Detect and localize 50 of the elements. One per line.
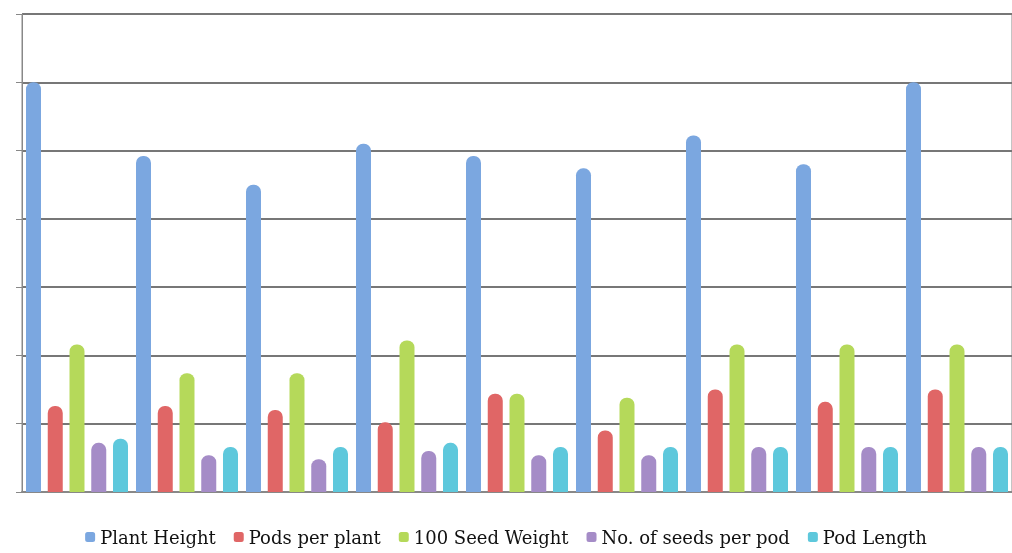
bar	[751, 446, 767, 492]
bar	[927, 389, 943, 492]
bar	[443, 442, 458, 492]
bar	[201, 455, 217, 492]
bar	[796, 164, 811, 492]
bar	[817, 401, 833, 492]
bar	[839, 344, 855, 492]
legend-label: Pod Length	[822, 526, 928, 548]
bar	[576, 168, 591, 492]
bar	[136, 156, 151, 492]
bar	[597, 430, 613, 492]
bar	[509, 393, 525, 492]
bar	[311, 459, 327, 492]
legend-label: No. of seeds per pod	[601, 526, 790, 548]
bar	[619, 397, 635, 492]
bar	[883, 446, 898, 492]
bar	[333, 446, 348, 492]
bar	[47, 405, 63, 492]
bar	[267, 410, 283, 492]
bar	[686, 135, 701, 492]
bar	[531, 455, 547, 492]
bar	[289, 373, 305, 492]
bar	[949, 344, 965, 492]
bar	[663, 446, 678, 492]
bar	[246, 184, 261, 492]
bar	[377, 422, 393, 492]
bar	[91, 442, 107, 492]
bar	[487, 393, 503, 492]
bar	[906, 82, 921, 492]
bar	[69, 344, 85, 492]
bar	[861, 446, 877, 492]
bar	[553, 446, 568, 492]
bar	[971, 446, 987, 492]
bar	[993, 446, 1008, 492]
bar	[729, 344, 745, 492]
legend-label: 100 Seed Weight	[413, 526, 570, 548]
bar	[399, 340, 415, 492]
legend-label: Pods per plant	[248, 526, 382, 548]
bar	[466, 156, 481, 492]
bar	[356, 143, 371, 492]
bar	[773, 446, 788, 492]
bar	[113, 438, 128, 492]
bar	[641, 455, 657, 492]
bar	[179, 373, 195, 492]
bar	[707, 389, 723, 492]
bar	[157, 405, 173, 492]
bar	[421, 451, 437, 492]
bar	[223, 446, 238, 492]
legend-label: Plant Height	[100, 526, 217, 548]
bar	[26, 82, 41, 492]
